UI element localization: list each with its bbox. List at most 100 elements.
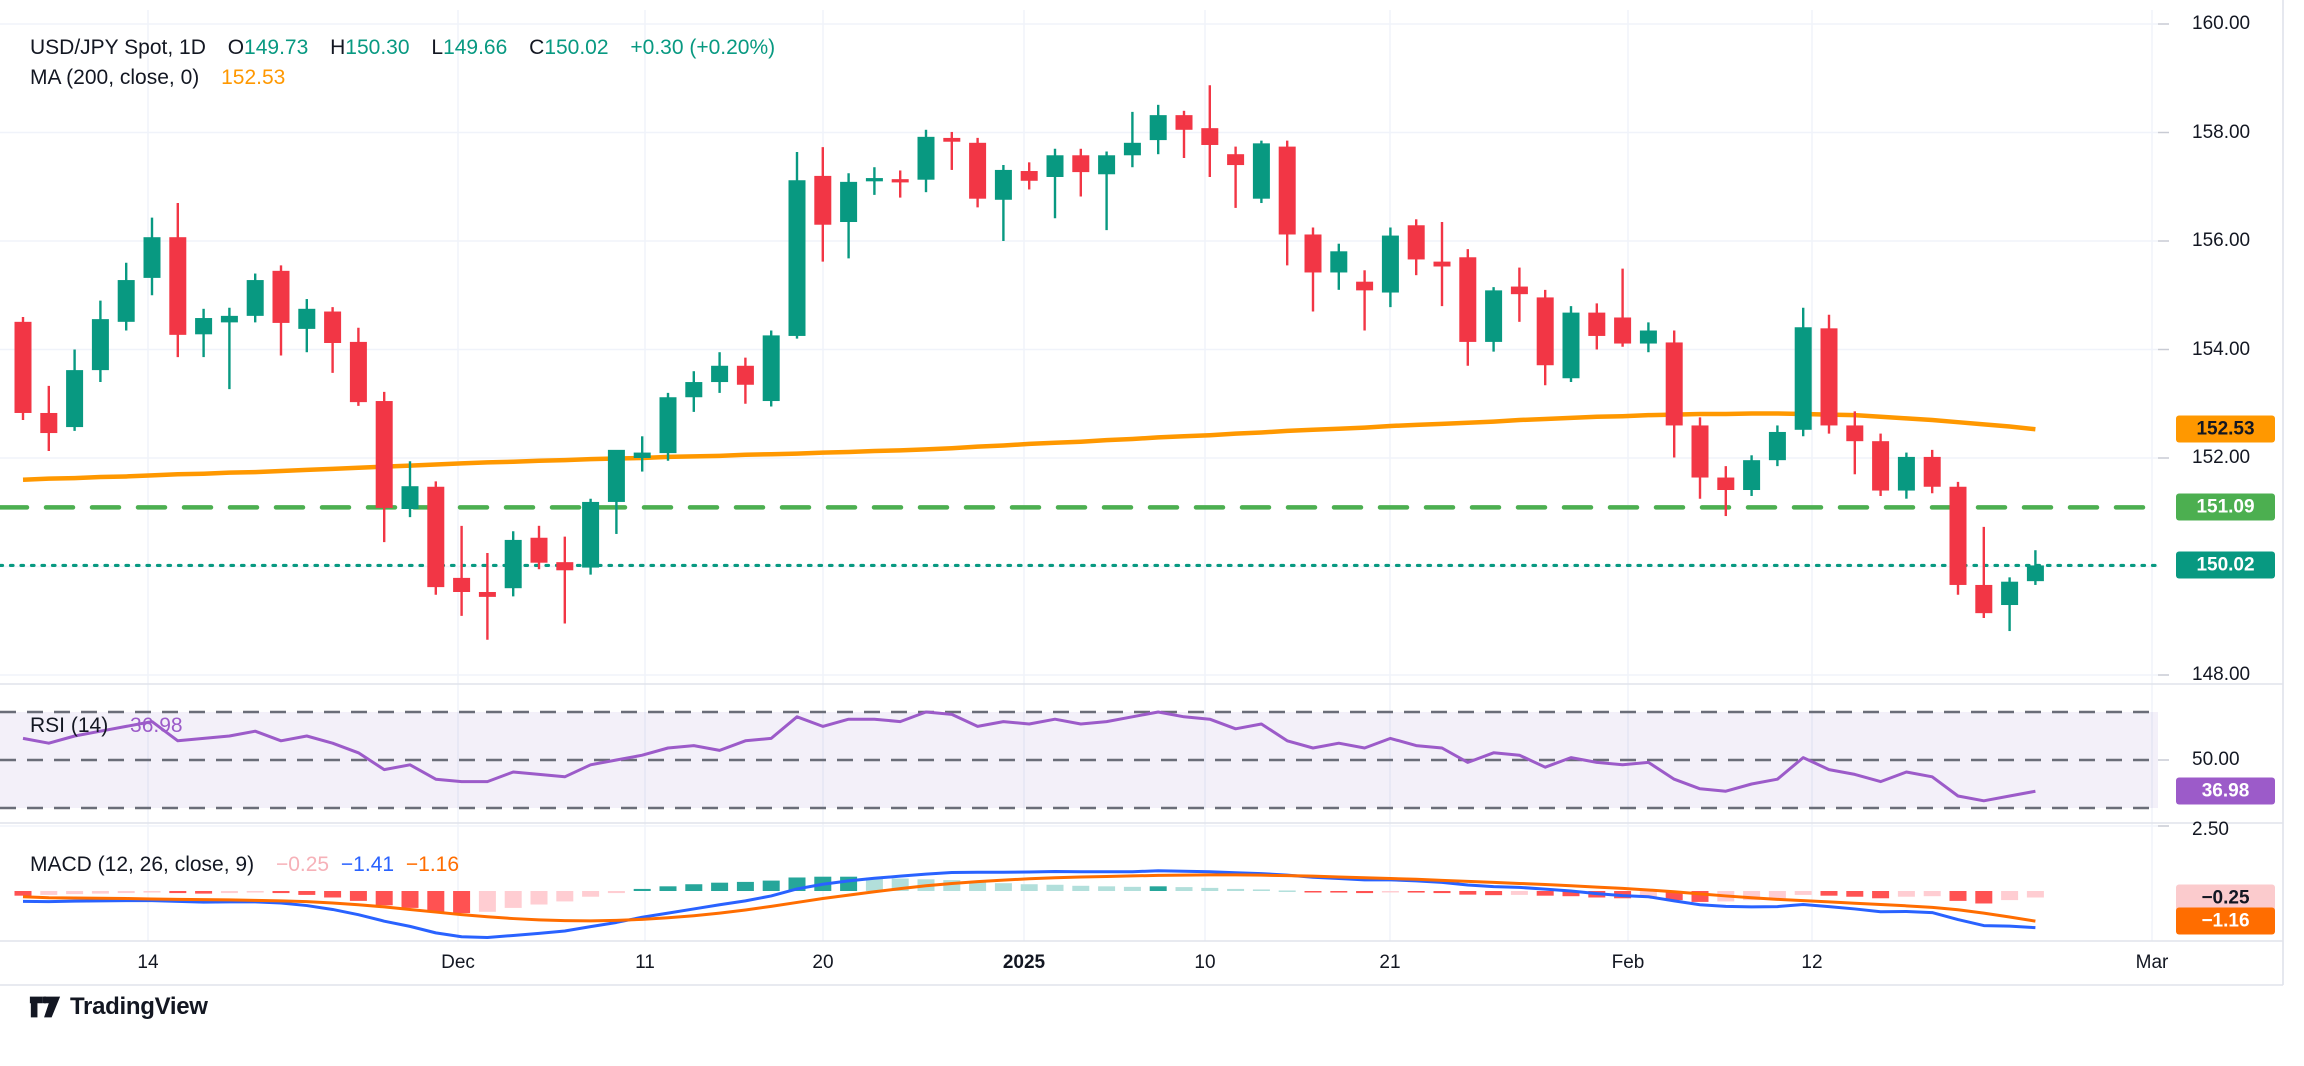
candle-body [1072,155,1090,173]
macd-histogram-bar [1330,891,1348,893]
candle-body [969,142,987,199]
axis-label: 2.50 [2192,819,2229,840]
macd-histogram-bar [762,880,780,891]
candle-body [220,315,238,323]
candle-body [762,335,780,402]
candle-body [1201,128,1219,145]
candle-body [865,178,883,182]
candle-body [298,308,316,329]
macd-histogram-bar [1123,886,1141,891]
macd-histogram-bar [117,891,135,894]
axis-label: 154.00 [2192,338,2251,360]
macd-histogram-bar [530,891,548,905]
rsi-line [22,710,2036,803]
candle-body [375,401,393,508]
axis-badge-152.53: 152.53 [2176,415,2275,443]
candle-body [1665,342,1683,426]
macd-histogram-bar [195,891,213,894]
time-axis-label: Mar [2135,952,2169,973]
macd-histogram-bar [1820,891,1838,896]
candle-body [1433,261,1451,267]
rsi-band [0,712,2158,808]
macd-histogram-bar [1304,891,1322,893]
candle-body [1691,425,1709,478]
macd-signal-value: −1.16 [405,853,460,876]
candle-body [1820,328,1838,426]
candle-body [91,319,109,371]
ma-legend: MA (200, close, 0) 152.53 [30,66,291,90]
rsi-value: 36.98 [130,714,183,737]
candle-body [1562,312,1580,379]
candle-body [1897,456,1915,491]
macd-histogram-bar [1149,886,1167,891]
macd-histogram-bar [969,881,987,891]
open-value: 149.73 [244,36,309,59]
candle-body [401,486,419,509]
macd-histogram-bar [91,891,109,894]
macd-histogram-bar [1639,891,1657,898]
macd-histogram-bar [1562,891,1580,897]
axis-badge-151.09: 151.09 [2176,493,2275,521]
macd-histogram-bar [659,886,677,891]
macd-histogram-bar [1175,887,1193,891]
candle-body [685,382,703,398]
ma-label: MA (200, close, 0) [30,66,200,89]
macd-histogram-bar [1949,891,1967,901]
candle-body [1768,431,1786,461]
candle-body [1459,257,1477,342]
axis-badge-36.98: 36.98 [2176,777,2275,805]
macd-histogram-bar [66,891,84,895]
candle-body [633,452,651,458]
candle-body [1536,297,1554,366]
candle-body [1407,225,1425,260]
macd-histogram-bar [1794,891,1812,895]
high-label: H [330,36,346,59]
candle-body [788,180,806,336]
candle-body [530,537,548,563]
candle-body [169,237,187,335]
macd-histogram-bar [143,891,161,893]
candle-body [659,397,677,454]
low-label: L [431,36,444,59]
candle-body [1846,425,1864,442]
candle-body [943,137,961,142]
macd-histogram-bar [1278,890,1296,892]
candle-body [1149,115,1167,141]
macd-histogram-bar [427,891,445,912]
macd-histogram-bar [40,891,58,895]
macd-histogram-bar [169,891,187,894]
candle-body [66,370,84,428]
time-axis-label: Feb [1611,952,1645,973]
candle-body [917,136,935,180]
candle-body [1614,317,1632,344]
tradingview-logo[interactable]: TradingView [28,993,208,1021]
macd-histogram-bar [607,891,625,894]
macd-hist-value: −0.25 [275,853,330,876]
candle-body [1252,143,1270,199]
candle-body [1923,456,1941,487]
candle-body [711,365,729,383]
candle-body [1175,115,1193,130]
macd-histogram-bar [401,891,419,908]
macd-histogram-bar [1923,891,1941,897]
macd-histogram-bar [711,882,729,891]
macd-histogram-bar [1227,888,1245,891]
macd-histogram-bar [736,881,754,891]
macd-histogram-bar [2001,891,2019,901]
macd-histogram-bar [1768,891,1786,899]
time-axis-label: 20 [812,952,834,973]
candle-body [814,175,832,225]
macd-histogram-bar [1897,891,1915,897]
candle-body [504,539,522,589]
open-label: O [227,36,245,59]
macd-histogram-bar [633,888,651,891]
macd-histogram-bar [1072,885,1090,891]
candle-body [840,181,858,223]
candle-body [1020,171,1038,181]
candle-body [427,486,445,588]
candle-body [1510,286,1528,295]
candle-body [736,365,754,385]
candle-body [1098,155,1116,175]
